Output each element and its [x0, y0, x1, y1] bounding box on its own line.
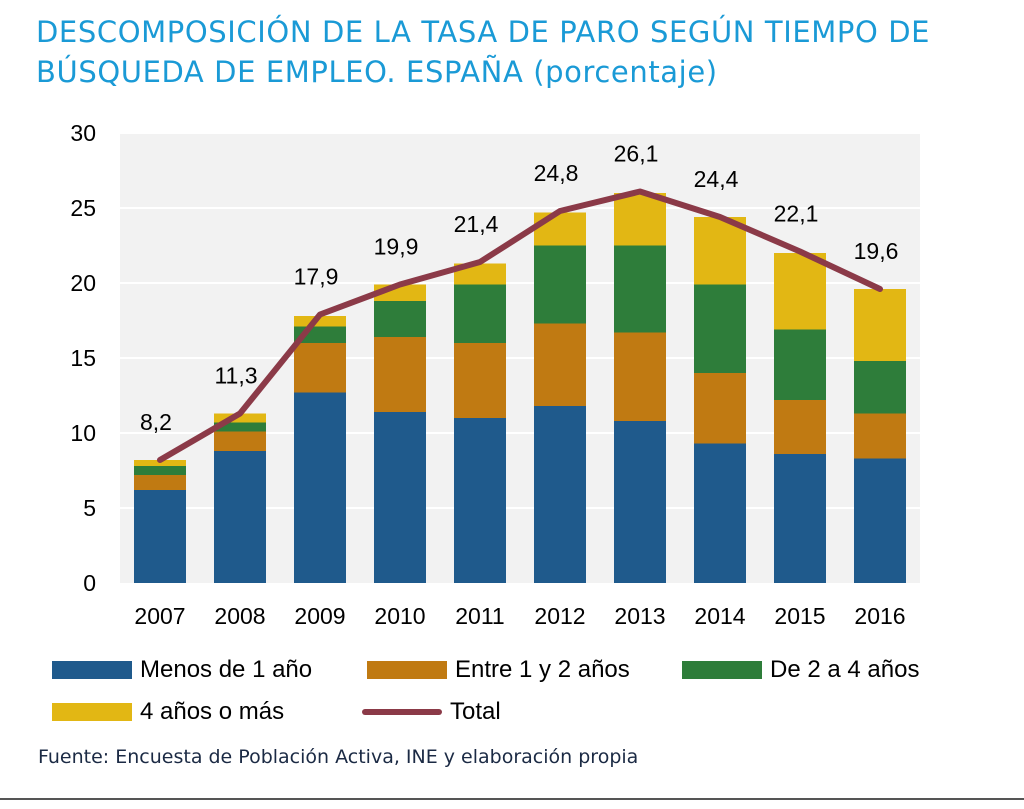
legend-swatch: [52, 703, 132, 721]
legend-swatch: [367, 661, 447, 679]
x-tick-label: 2011: [455, 603, 504, 629]
bar-segment-de-2-a-4-a-os: [134, 466, 186, 475]
legend-label: 4 años o más: [140, 698, 285, 725]
y-tick-label: 30: [70, 120, 96, 146]
x-tick-label: 2010: [374, 603, 425, 629]
bar-segment-de-2-a-4-a-os: [374, 301, 426, 337]
bar-segment-menos-de-1-a-o: [454, 418, 506, 583]
data-label: 22,1: [774, 201, 819, 227]
bar-segment-de-2-a-4-a-os: [454, 284, 506, 343]
data-label: 24,4: [694, 166, 739, 192]
bar-segment-4-a-os-o-m-s: [614, 193, 666, 246]
bar-segment-menos-de-1-a-o: [134, 490, 186, 583]
bar-segment-de-2-a-4-a-os: [854, 361, 906, 414]
source-note: Fuente: Encuesta de Población Activa, IN…: [38, 746, 639, 768]
bar-segment-menos-de-1-a-o: [534, 406, 586, 583]
stacked-bars: [134, 193, 906, 583]
bar-segment-menos-de-1-a-o: [694, 443, 746, 583]
bar-segment-de-2-a-4-a-os: [614, 245, 666, 333]
legend-item: Total: [362, 698, 501, 726]
legend-item: Menos de 1 año: [52, 656, 312, 684]
bar-segment-de-2-a-4-a-os: [534, 245, 586, 324]
y-tick-label: 0: [83, 570, 96, 596]
bar-segment-menos-de-1-a-o: [614, 421, 666, 583]
x-tick-label: 2013: [614, 603, 665, 629]
data-label: 17,9: [294, 264, 339, 290]
legend-label: Total: [450, 698, 501, 725]
bar-segment-menos-de-1-a-o: [374, 412, 426, 583]
bar-segment-entre-1-y-2-a-os: [774, 400, 826, 454]
legend-item: Entre 1 y 2 años: [367, 656, 630, 684]
bar-segment-4-a-os-o-m-s: [214, 413, 266, 423]
bar-segment-entre-1-y-2-a-os: [134, 475, 186, 490]
x-tick-label: 2008: [214, 603, 265, 629]
bar-segment-entre-1-y-2-a-os: [614, 332, 666, 421]
bar-segment-entre-1-y-2-a-os: [214, 431, 266, 451]
legend-label: De 2 a 4 años: [770, 656, 920, 683]
x-tick-label: 2007: [134, 603, 185, 629]
legend-swatch: [52, 661, 132, 679]
y-axis: 0 5 10 15 20 25 30: [70, 120, 96, 596]
x-tick-label: 2016: [854, 603, 905, 629]
x-axis: 2007 2008 2009 2010 2011 2012 2013 2014 2015 2016: [134, 603, 905, 629]
legend-item: 4 años o más: [52, 698, 284, 726]
x-tick-label: 2012: [534, 603, 585, 629]
data-label: 8,2: [140, 409, 172, 435]
data-label: 19,9: [374, 234, 419, 260]
y-tick-label: 15: [70, 345, 96, 371]
legend-line-swatch: [362, 709, 442, 715]
total-line: [157, 188, 883, 463]
data-label: 24,8: [534, 160, 579, 186]
data-label: 19,6: [854, 238, 899, 264]
legend-item: De 2 a 4 años: [682, 656, 919, 684]
total-line-layer: [157, 188, 883, 463]
bar-segment-entre-1-y-2-a-os: [534, 323, 586, 406]
bar-segment-4-a-os-o-m-s: [694, 217, 746, 285]
chart-title: DESCOMPOSICIÓN DE LA TASA DE PARO SEGÚN …: [36, 15, 931, 89]
chart-area: 8,211,317,919,921,424,826,124,422,119,6 …: [70, 120, 920, 629]
data-label: 11,3: [214, 363, 257, 389]
bar-segment-menos-de-1-a-o: [294, 392, 346, 583]
bar-segment-entre-1-y-2-a-os: [454, 343, 506, 418]
bar-segment-entre-1-y-2-a-os: [694, 373, 746, 444]
y-tick-label: 10: [70, 420, 96, 446]
legend-swatch: [682, 661, 762, 679]
bar-segment-4-a-os-o-m-s: [294, 316, 346, 327]
legend-label: Entre 1 y 2 años: [455, 656, 630, 683]
bar-segment-de-2-a-4-a-os: [774, 329, 826, 400]
x-tick-label: 2015: [774, 603, 825, 629]
x-tick-label: 2009: [294, 603, 345, 629]
bar-segment-menos-de-1-a-o: [774, 454, 826, 583]
bar-segment-de-2-a-4-a-os: [694, 284, 746, 373]
bar-segment-4-a-os-o-m-s: [774, 253, 826, 330]
y-tick-label: 5: [83, 495, 96, 521]
bar-segment-menos-de-1-a-o: [214, 451, 266, 583]
bar-segment-4-a-os-o-m-s: [854, 289, 906, 361]
legend-label: Menos de 1 año: [140, 656, 313, 683]
bar-segment-menos-de-1-a-o: [854, 458, 906, 583]
bottom-divider: [0, 798, 1024, 800]
y-tick-label: 25: [70, 195, 96, 221]
y-tick-label: 20: [70, 270, 96, 296]
data-labels: 8,2 11,3 17,9 19,9 21,4 24,8 26,1 24,4 22,1 19,6: [140, 141, 898, 436]
bar-segment-entre-1-y-2-a-os: [374, 337, 426, 412]
bar-segment-entre-1-y-2-a-os: [854, 413, 906, 459]
bar-segment-4-a-os-o-m-s: [534, 212, 586, 246]
bar-segment-entre-1-y-2-a-os: [294, 343, 346, 393]
bar-segment-4-a-os-o-m-s: [134, 460, 186, 466]
data-label: 21,4: [454, 211, 499, 237]
bar-segment-de-2-a-4-a-os: [214, 422, 266, 432]
x-tick-label: 2014: [694, 603, 745, 629]
data-label: 26,1: [614, 141, 659, 167]
